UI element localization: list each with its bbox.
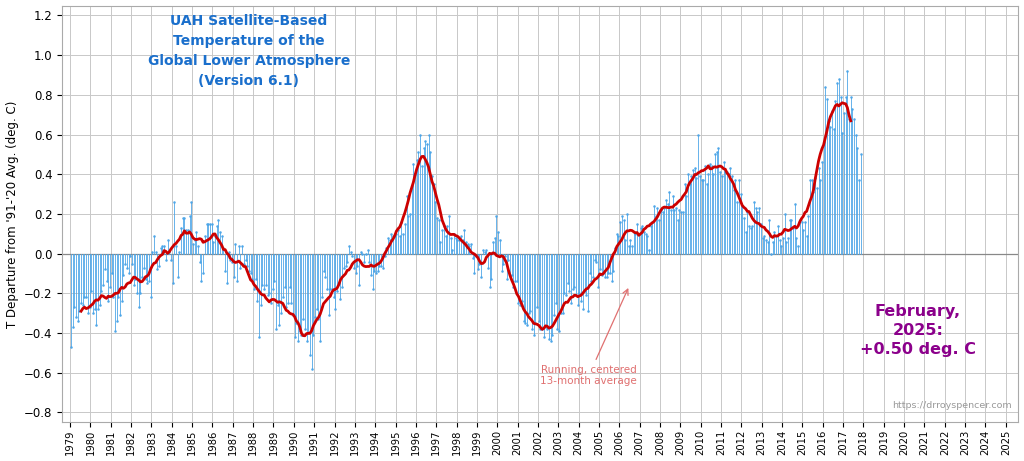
Text: https://drroyspencer.com: https://drroyspencer.com — [892, 401, 1012, 410]
Y-axis label: T Departure from '91-'20 Avg. (deg. C): T Departure from '91-'20 Avg. (deg. C) — [5, 100, 18, 328]
Text: February,
2025:
+0.50 deg. C: February, 2025: +0.50 deg. C — [860, 304, 976, 357]
Text: Running, centered
13-month average: Running, centered 13-month average — [541, 289, 637, 386]
Text: UAH Satellite-Based
Temperature of the
Global Lower Atmosphere
(Version 6.1): UAH Satellite-Based Temperature of the G… — [147, 14, 350, 88]
